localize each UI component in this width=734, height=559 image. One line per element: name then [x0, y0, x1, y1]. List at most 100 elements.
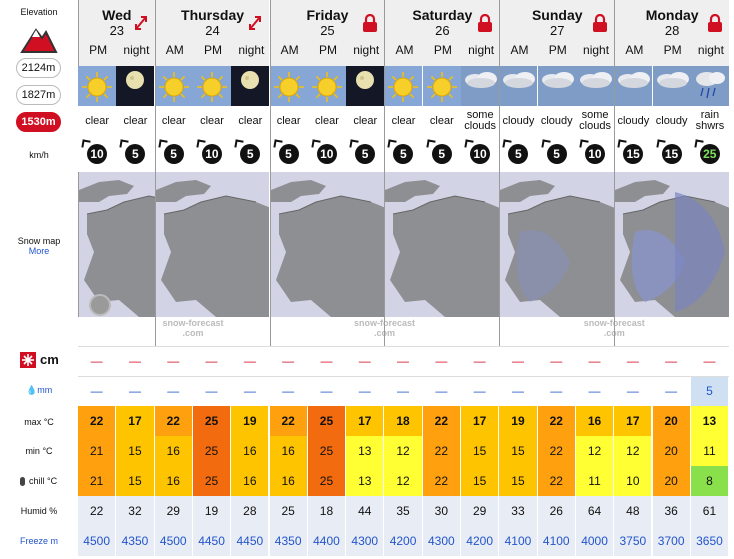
- wind-cell: 5: [499, 139, 537, 170]
- humidity-cell: 48: [614, 496, 653, 526]
- freeze-level-cell: 3650: [690, 526, 730, 556]
- freeze-level-cell: 4450: [192, 526, 232, 556]
- period-label: night: [238, 43, 265, 57]
- watermark-line: .com: [182, 328, 204, 338]
- elevation-bottom-button[interactable]: 1530m: [16, 112, 61, 132]
- wind-speed-badge: 5: [546, 144, 567, 164]
- humidity-label: Humid %: [20, 506, 58, 516]
- day-number: 25: [320, 23, 335, 38]
- wind-cell: 15: [653, 139, 691, 170]
- freeze-label: Freeze m: [19, 536, 58, 546]
- weather-cell: [652, 66, 691, 106]
- chill-temp-cell: 16: [269, 466, 308, 496]
- cloud-icon: [537, 66, 576, 106]
- day-number: 27: [550, 23, 565, 38]
- max-temp-cell: 17: [614, 406, 653, 436]
- weather-label: clear: [238, 114, 263, 127]
- sidebar: Elevation 2124m 1827m 1530m km/h Snow ma…: [0, 0, 78, 559]
- day-name: Thursday: [181, 7, 245, 23]
- row-divider: [78, 376, 730, 377]
- freeze-level-cell: 4450: [231, 526, 270, 556]
- expand-arrow-icon[interactable]: [133, 14, 149, 32]
- rain-amount-cell: —: [422, 376, 461, 406]
- weather-cell: [269, 66, 308, 106]
- expand-arrow-icon[interactable]: [247, 14, 263, 32]
- snow-map-image[interactable]: [154, 172, 270, 317]
- weather-label: clear: [429, 114, 454, 127]
- elevation-label: Elevation: [20, 7, 58, 17]
- max-temp-cell: 20: [652, 406, 691, 436]
- sun-icon: [269, 66, 308, 106]
- humidity-cell: 22: [78, 496, 117, 526]
- weather-label: cloudy: [617, 114, 650, 127]
- chill-temp-cell: 22: [422, 466, 461, 496]
- snow-map-image[interactable]: [384, 172, 500, 317]
- humid-row: 22 32 29 19 28 25 18 44 35 30 29 33 26 64 48 36 61: [78, 496, 730, 526]
- chill-temp-cell: 13: [346, 466, 385, 496]
- sun-icon: [384, 66, 423, 106]
- period-label: PM: [548, 43, 567, 57]
- wind-cell: 5: [384, 139, 422, 170]
- chill-temp-cell: 12: [384, 466, 423, 496]
- rain-unit: mm: [37, 385, 53, 395]
- humidity-cell: 29: [154, 496, 193, 526]
- day-name: Saturday: [412, 7, 473, 23]
- weather-label: cloudy: [540, 114, 573, 127]
- snow-row-label: cm: [20, 352, 78, 368]
- france-map-graphic: [500, 180, 615, 317]
- weather-cell: [384, 66, 423, 106]
- more-link[interactable]: More: [28, 246, 50, 256]
- freeze-row: 4500 4350 4500 4450 4450 4350 4400 4300 4200 4300…: [78, 526, 730, 556]
- elevation-mid-button[interactable]: 1827m: [16, 85, 61, 105]
- period-label: AM: [395, 43, 414, 57]
- snow-amount-cell: —: [192, 346, 232, 376]
- wind-speed-badge: 10: [201, 144, 222, 164]
- humidity-cell: 44: [346, 496, 385, 526]
- sun-icon: [78, 66, 116, 106]
- min-temp-cell: 16: [231, 436, 270, 466]
- snow-amount-cell: —: [384, 346, 423, 376]
- chill-temp-cell: 10: [614, 466, 653, 496]
- elevation-top-button[interactable]: 2124m: [16, 58, 61, 78]
- moon-icon: [346, 66, 385, 106]
- france-map-graphic: [79, 180, 155, 317]
- wind-speed-badge: 10: [584, 144, 605, 164]
- period-label: PM: [204, 43, 223, 57]
- humidity-cell: 26: [537, 496, 576, 526]
- snow-map-image[interactable]: [78, 172, 155, 317]
- wind-speed-badge: 5: [163, 144, 184, 164]
- chill-temp-cell: 15: [499, 466, 538, 496]
- wind-cell: 10: [576, 139, 614, 170]
- lock-icon: [708, 14, 723, 32]
- snow-amount-cell: —: [346, 346, 385, 376]
- min-temp-cell: 13: [346, 436, 385, 466]
- max-temp-cell: 25: [192, 406, 232, 436]
- map-logo-icon: [89, 294, 111, 316]
- max-temp-cell: 13: [690, 406, 730, 436]
- wind-cell: 5: [116, 139, 154, 170]
- rain-amount-cell: —: [307, 376, 347, 406]
- period-label: night: [697, 43, 724, 57]
- chill-temp-cell: 21: [78, 466, 117, 496]
- france-map-graphic: [385, 180, 500, 317]
- sun-icon: [154, 66, 193, 106]
- min-temp-cell: 15: [116, 436, 155, 466]
- snow-amount-cell: —: [614, 346, 653, 376]
- snow-map-image[interactable]: [614, 172, 730, 317]
- snow-map-image[interactable]: [499, 172, 615, 317]
- rain-amount-cell: —: [346, 376, 385, 406]
- france-map-graphic: [270, 180, 385, 317]
- moon-icon: [116, 66, 155, 106]
- wind-speed-badge: 5: [431, 144, 452, 164]
- snow-amount-cell: —: [652, 346, 691, 376]
- period-label: PM: [318, 43, 337, 57]
- wind-cell: 10: [461, 139, 499, 170]
- snow-map-image[interactable]: [269, 172, 385, 317]
- weather-cell: [422, 66, 461, 106]
- min-temp-cell: 22: [422, 436, 461, 466]
- chill-temp-cell: 16: [231, 466, 270, 496]
- max-temp-cell: 22: [537, 406, 576, 436]
- max-temp-cell: 25: [307, 406, 347, 436]
- freeze-level-cell: 4500: [154, 526, 193, 556]
- day-name: Sunday: [531, 7, 583, 23]
